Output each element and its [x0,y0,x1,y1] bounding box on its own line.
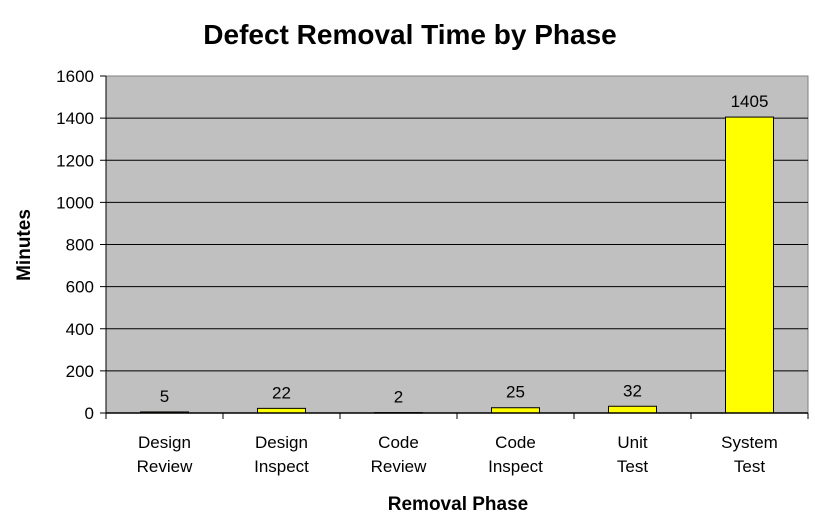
data-label: 5 [160,387,169,406]
x-tick-label: Design [255,433,308,452]
bar [608,405,657,414]
y-tick-label: 1000 [56,193,94,212]
y-tick-label: 200 [66,362,94,381]
x-axis: Design Review Design Inspect Code Review Code I… [105,412,809,476]
y-tick-label: 600 [66,278,94,297]
x-tick-label: Code [378,433,419,452]
x-tick-label: Inspect [254,457,309,476]
x-axis-title: Removal Phase [388,494,528,515]
bar [725,116,774,414]
data-label: 1405 [731,92,769,111]
chart-title: Defect Removal Time by Phase [203,19,616,50]
data-label: 22 [272,383,291,402]
x-tick-label: Review [137,457,193,476]
y-tick-label: 1400 [56,109,94,128]
y-tick-label: 400 [66,320,94,339]
y-axis-title: Minutes [14,209,35,281]
x-tick-label: Test [734,457,765,476]
x-tick-label: Code [495,433,536,452]
y-axis: 0 200 400 600 800 1000 1200 1400 1600 [56,67,107,423]
data-label: 2 [394,388,403,407]
bars [140,116,774,414]
y-tick-label: 1600 [56,67,94,86]
y-tick-label: 800 [66,236,94,255]
x-tick-label: Design [138,433,191,452]
x-tick-label: Unit [617,433,648,452]
gridlines [106,117,808,372]
y-tick-label: 0 [85,404,94,423]
bar [491,407,540,414]
data-label: 32 [623,381,642,400]
data-label: 25 [506,383,525,402]
x-tick-label: Inspect [488,457,543,476]
x-tick-label: Review [371,457,427,476]
y-tick-label: 1200 [56,151,94,170]
x-tick-label: System [721,433,778,452]
x-tick-label: Test [617,457,648,476]
